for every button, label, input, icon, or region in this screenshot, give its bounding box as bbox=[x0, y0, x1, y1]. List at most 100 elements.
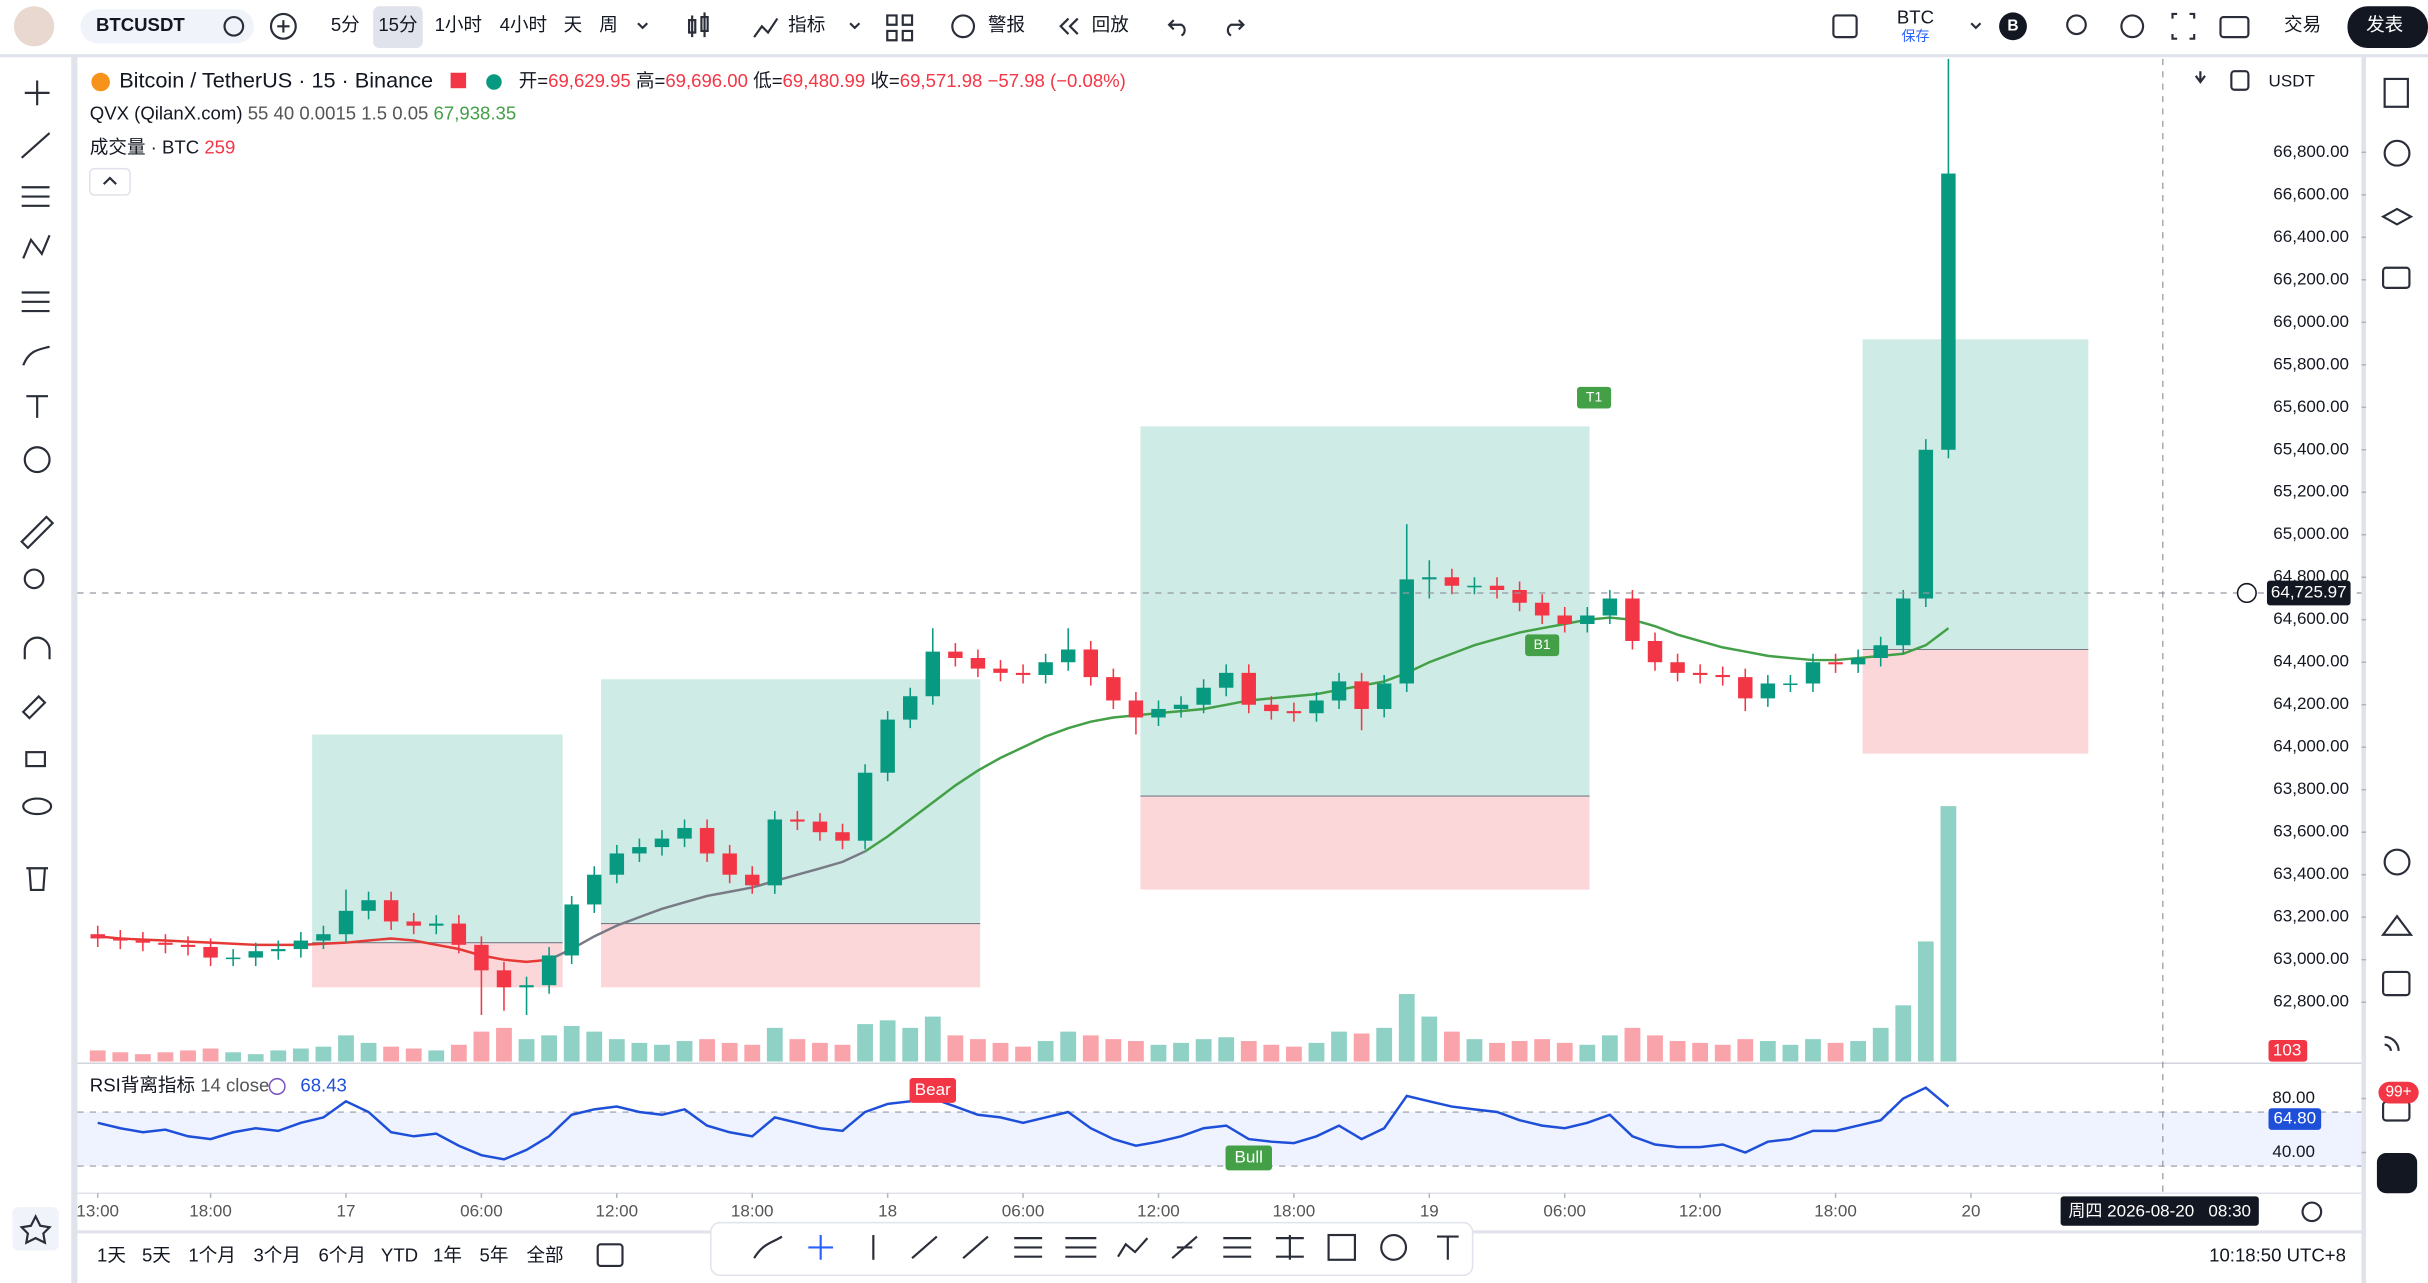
tool[interactable] bbox=[1275, 1235, 1304, 1260]
scroll-down[interactable] bbox=[2194, 71, 2206, 84]
object-tree[interactable] bbox=[2380, 207, 2414, 226]
range[interactable]: 3个月 bbox=[253, 1245, 300, 1266]
goto-date[interactable] bbox=[596, 1243, 624, 1268]
news[interactable] bbox=[2384, 1035, 2400, 1052]
chart-type[interactable] bbox=[687, 12, 709, 38]
replay[interactable]: 回放 bbox=[1092, 14, 1130, 35]
tool[interactable] bbox=[1436, 1235, 1459, 1260]
candle-body bbox=[767, 819, 783, 886]
avatar[interactable] bbox=[13, 6, 55, 47]
tool[interactable] bbox=[753, 1235, 783, 1259]
trade[interactable]: 交易 bbox=[2284, 14, 2321, 35]
tool[interactable] bbox=[962, 1235, 989, 1260]
position-loss bbox=[312, 942, 563, 988]
account-badge[interactable] bbox=[1999, 12, 2027, 41]
range[interactable]: 全部 bbox=[526, 1245, 563, 1266]
ideas[interactable] bbox=[2380, 914, 2414, 936]
undo[interactable] bbox=[1167, 19, 1186, 37]
save[interactable]: 保存 bbox=[1902, 28, 1930, 44]
range[interactable]: 5年 bbox=[480, 1245, 509, 1266]
range[interactable]: 1个月 bbox=[188, 1245, 235, 1266]
alerts[interactable]: 警报 bbox=[988, 14, 1025, 35]
publish[interactable]: 发表 bbox=[2366, 14, 2403, 35]
alerts-panel[interactable] bbox=[2383, 139, 2411, 167]
range[interactable]: YTD bbox=[381, 1245, 418, 1266]
range[interactable]: 1年 bbox=[433, 1245, 462, 1266]
volume-bar bbox=[1105, 1039, 1122, 1062]
chevron[interactable] bbox=[1970, 22, 1982, 30]
icon[interactable] bbox=[223, 15, 245, 37]
calendar[interactable] bbox=[2382, 970, 2411, 997]
brush-tool[interactable] bbox=[22, 345, 50, 366]
lock-tool[interactable] bbox=[25, 751, 46, 768]
favorites[interactable] bbox=[12, 1207, 59, 1251]
delete-tool[interactable] bbox=[26, 867, 49, 891]
crosshair-tool[interactable] bbox=[24, 80, 50, 106]
add-compare[interactable] bbox=[269, 12, 297, 40]
redo[interactable] bbox=[1226, 19, 1245, 37]
zoom-tool[interactable] bbox=[23, 568, 45, 590]
search[interactable] bbox=[2066, 14, 2087, 36]
range[interactable]: 6个月 bbox=[318, 1245, 365, 1266]
flag[interactable] bbox=[450, 72, 467, 89]
tool[interactable] bbox=[1171, 1235, 1198, 1260]
emoji-tool[interactable] bbox=[23, 446, 51, 474]
snapshot[interactable] bbox=[2219, 15, 2250, 39]
currency[interactable]: USDT bbox=[2269, 72, 2315, 91]
tool[interactable] bbox=[1223, 1237, 1252, 1258]
fib-tool[interactable] bbox=[21, 186, 50, 207]
indicators[interactable]: 指标 bbox=[788, 14, 825, 35]
volume-bar bbox=[947, 1035, 964, 1062]
settings[interactable] bbox=[2120, 14, 2145, 39]
interval[interactable]: 天 bbox=[564, 14, 583, 35]
interval[interactable]: 4小时 bbox=[500, 14, 547, 35]
pattern-tool[interactable] bbox=[22, 234, 51, 259]
tool[interactable] bbox=[808, 1235, 834, 1260]
candle-body bbox=[1557, 615, 1572, 624]
x-tick-label: 17 bbox=[337, 1201, 356, 1220]
interval[interactable]: 5分 bbox=[331, 14, 360, 35]
chats[interactable] bbox=[2382, 266, 2411, 289]
magnet-tool[interactable] bbox=[23, 636, 51, 660]
tool[interactable] bbox=[911, 1235, 938, 1260]
chevron[interactable] bbox=[637, 22, 649, 30]
hide-tool[interactable] bbox=[22, 797, 53, 816]
axis-settings[interactable] bbox=[2301, 1201, 2323, 1223]
tool[interactable] bbox=[1327, 1233, 1356, 1261]
fullscreen-layout[interactable] bbox=[1832, 14, 1858, 39]
chevron[interactable] bbox=[849, 22, 861, 30]
trendline-tool[interactable] bbox=[20, 132, 51, 159]
layouts[interactable] bbox=[886, 14, 914, 42]
scale-settings[interactable] bbox=[2230, 70, 2250, 91]
text-tool[interactable] bbox=[26, 395, 49, 418]
interval[interactable]: 15分 bbox=[378, 14, 417, 35]
lock-draw-tool[interactable] bbox=[21, 694, 47, 720]
collapse-legend[interactable] bbox=[89, 167, 131, 196]
tool[interactable] bbox=[1014, 1237, 1043, 1258]
account[interactable]: B bbox=[2007, 17, 2018, 34]
tool[interactable] bbox=[1380, 1233, 1408, 1261]
hotlists[interactable] bbox=[2383, 848, 2411, 876]
volume-bar bbox=[721, 1042, 738, 1062]
range[interactable]: 5天 bbox=[142, 1245, 171, 1266]
volume-bar bbox=[766, 1027, 783, 1062]
replay-icon[interactable] bbox=[1059, 17, 1079, 35]
interval[interactable]: 周 bbox=[599, 14, 618, 35]
tool[interactable] bbox=[1117, 1237, 1149, 1258]
y-tick-label: 65,800.00 bbox=[2273, 354, 2349, 373]
forecast-tool[interactable] bbox=[21, 291, 50, 313]
alert-icon[interactable] bbox=[951, 14, 976, 39]
interval[interactable]: 1小时 bbox=[435, 14, 482, 35]
symbol[interactable]: BTCUSDT bbox=[96, 14, 185, 35]
tool[interactable] bbox=[1065, 1237, 1097, 1258]
range[interactable]: 1天 bbox=[97, 1245, 126, 1266]
watchlist[interactable] bbox=[2383, 77, 2409, 108]
candle-body bbox=[1828, 662, 1843, 665]
layout-name[interactable]: BTC bbox=[1897, 6, 1934, 27]
measure-tool[interactable] bbox=[20, 515, 55, 550]
symbol-search[interactable] bbox=[80, 9, 254, 44]
publish-button[interactable] bbox=[2347, 6, 2428, 48]
apps[interactable] bbox=[2376, 1152, 2418, 1194]
indicators-icon[interactable] bbox=[753, 17, 779, 38]
fullscreen[interactable] bbox=[2171, 12, 2196, 40]
